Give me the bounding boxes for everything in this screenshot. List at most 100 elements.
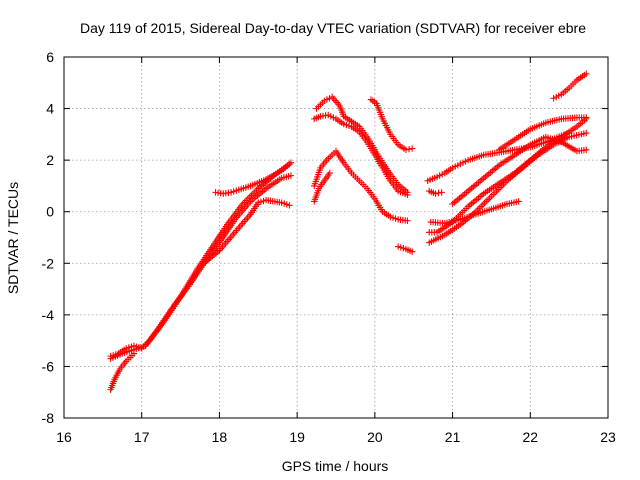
series-arc-c [107, 350, 138, 393]
interpolated-points [389, 214, 399, 222]
interpolated-points [497, 137, 516, 152]
interpolated-points [443, 222, 462, 237]
interpolated-points [404, 246, 414, 254]
data-point [286, 202, 293, 209]
interpolated-points [358, 179, 369, 190]
interpolated-points [374, 102, 385, 120]
data-point [404, 189, 411, 196]
interpolated-points [342, 161, 354, 175]
interpolated-points [248, 201, 261, 216]
interpolated-points [560, 124, 579, 139]
interpolated-points [567, 78, 579, 90]
x-tick-label: 17 [134, 429, 150, 445]
interpolated-points [482, 181, 501, 196]
data-point [583, 129, 590, 137]
interpolated-points [209, 223, 230, 250]
interpolated-points [318, 158, 329, 170]
interpolated-points [474, 206, 493, 217]
series-arc-i [311, 169, 333, 205]
data-point [438, 189, 445, 196]
interpolated-points [337, 104, 347, 118]
interpolated-points [365, 135, 377, 151]
interpolated-points [319, 112, 329, 120]
interpolated-points [124, 352, 136, 363]
interpolated-points [575, 71, 588, 83]
y-tick-labels: -8 -6 -4 -2 0 2 4 6 [42, 49, 55, 426]
interpolated-points [217, 218, 237, 244]
data-point [408, 145, 416, 152]
interpolated-points [315, 99, 326, 110]
interpolated-points [241, 187, 260, 206]
y-tick-label: 2 [46, 152, 54, 168]
interpolated-points [396, 183, 409, 194]
interpolated-points [117, 346, 128, 356]
interpolated-points [490, 179, 509, 198]
interpolated-points [334, 149, 346, 164]
interpolated-points [334, 117, 345, 126]
data-point [404, 217, 411, 224]
data-point [287, 172, 295, 179]
interpolated-points [311, 166, 323, 187]
x-tick-label: 19 [289, 429, 305, 445]
interpolated-points [140, 339, 151, 350]
x-axis-label: GPS time / hours [282, 458, 389, 474]
series-arc-j [367, 96, 416, 154]
interpolated-points [451, 189, 470, 206]
interpolated-points [249, 186, 268, 204]
interpolated-points [110, 351, 119, 359]
interpolated-points [342, 114, 353, 124]
interpolated-points [222, 189, 232, 197]
interpolated-points [350, 124, 361, 134]
x-tick-label: 22 [522, 429, 538, 445]
interpolated-points [452, 162, 461, 170]
interpolated-points [380, 117, 393, 136]
interpolated-points [357, 125, 369, 139]
series-arc-g [313, 93, 411, 196]
interpolated-points [544, 134, 563, 145]
data-point [583, 70, 590, 77]
interpolated-points [380, 166, 393, 182]
interpolated-points [330, 95, 342, 108]
interpolated-points [482, 163, 501, 180]
interpolated-points [428, 232, 446, 245]
interpolated-points [249, 177, 267, 189]
data-point [583, 114, 590, 121]
interpolated-points [428, 229, 438, 236]
series-arc-s [426, 187, 445, 197]
interpolated-points [490, 201, 508, 212]
series-arc-k [394, 243, 416, 255]
interpolated-points [350, 119, 361, 129]
interpolated-points [313, 114, 322, 122]
interpolated-points [125, 343, 135, 351]
y-axis-label: SDTVAR / TECUs [5, 182, 21, 294]
interpolated-points [435, 189, 442, 197]
interpolated-points [118, 360, 128, 371]
interpolated-points [388, 133, 400, 146]
interpolated-points [281, 200, 290, 208]
interpolated-points [435, 225, 447, 235]
interpolated-points [373, 148, 385, 164]
interpolated-points [325, 153, 334, 162]
interpolated-points [350, 171, 361, 182]
interpolated-points [357, 130, 369, 144]
interpolated-points [513, 142, 532, 157]
series-arc-d [185, 196, 293, 290]
interpolated-points [264, 168, 283, 182]
interpolated-points [202, 248, 221, 266]
series-arc-h [311, 147, 411, 224]
x-tick-labels: 16 17 18 19 20 21 22 23 [56, 429, 616, 445]
interpolated-points [405, 146, 413, 153]
interpolated-points [147, 318, 167, 342]
y-tick-label: -4 [42, 307, 55, 323]
interpolated-points [365, 141, 377, 156]
series-arc-q [496, 114, 590, 154]
interpolated-points [112, 367, 123, 381]
data-point [432, 190, 439, 197]
interpolated-points [327, 113, 337, 121]
interpolated-points [280, 161, 293, 173]
data-points [107, 70, 590, 393]
interpolated-points [397, 244, 407, 252]
interpolated-points [217, 230, 237, 252]
y-tick-label: 0 [46, 204, 54, 220]
